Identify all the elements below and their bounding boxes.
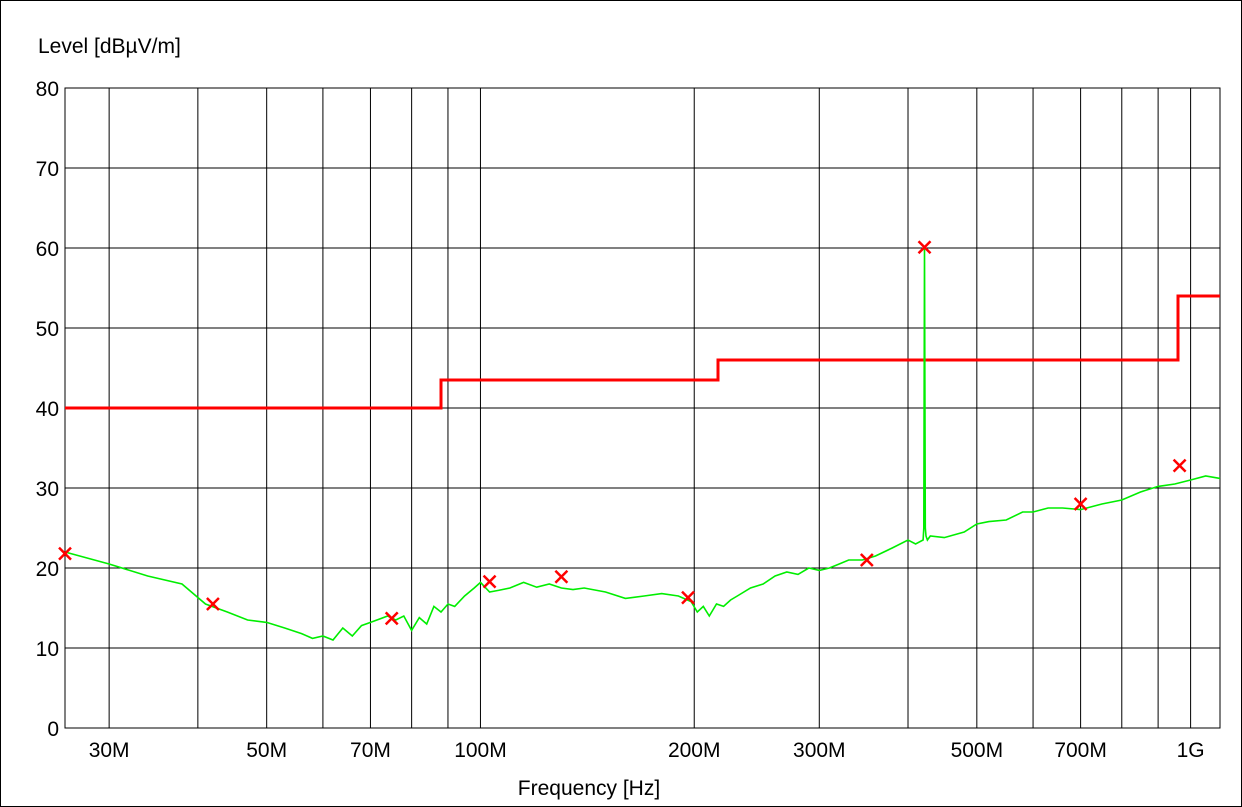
y-tick-label: 20 xyxy=(36,558,59,581)
marker-stroke xyxy=(1073,497,1088,511)
x-tick-label: 1G xyxy=(1177,739,1205,762)
y-tick-label: 40 xyxy=(36,398,59,421)
x-tick-label: 500M xyxy=(951,739,1004,762)
x-tick-labels: 30M 50M 70M 100M 200M 300M 500M 700M 1G xyxy=(89,739,1205,762)
peak-markers xyxy=(58,240,1187,626)
x-tick-label: 100M xyxy=(454,739,507,762)
x-tick-label: 700M xyxy=(1054,739,1107,762)
data-series xyxy=(64,247,1221,641)
marker-stroke xyxy=(206,597,220,611)
marker-stroke xyxy=(482,574,497,589)
marker-stroke xyxy=(58,546,72,561)
peak-marker xyxy=(1073,497,1088,511)
y-tick-label: 60 xyxy=(36,238,59,261)
peak-marker xyxy=(482,574,497,589)
marker-stroke xyxy=(554,569,569,584)
marker-stroke xyxy=(384,611,399,626)
y-tick-label: 30 xyxy=(36,478,59,501)
peak-marker xyxy=(859,553,874,567)
x-tick-label: 50M xyxy=(246,739,287,762)
peak-marker xyxy=(58,546,72,561)
y-tick-labels: 0 10 20 30 40 50 60 70 80 xyxy=(36,78,59,741)
x-axis-title: Frequency [Hz] xyxy=(518,777,660,800)
peak-marker xyxy=(1172,458,1187,473)
marker-stroke xyxy=(917,240,932,255)
y-tick-label: 10 xyxy=(36,638,59,661)
y-tick-label: 0 xyxy=(47,718,59,741)
x-tick-label: 30M xyxy=(89,739,130,762)
y-axis-title: Level [dBµV/m] xyxy=(38,35,181,58)
measurement-trace xyxy=(64,247,1221,641)
limit-line xyxy=(65,294,1220,410)
y-tick-label: 50 xyxy=(36,318,59,341)
grid-lines xyxy=(64,87,1221,729)
peak-marker xyxy=(554,569,569,584)
peak-marker xyxy=(384,611,399,626)
x-tick-label: 200M xyxy=(668,739,721,762)
y-tick-label: 70 xyxy=(36,158,59,181)
peak-marker xyxy=(917,240,932,255)
marker-stroke xyxy=(1172,458,1187,473)
x-tick-label: 300M xyxy=(793,739,846,762)
peak-marker xyxy=(681,590,695,605)
peak-marker xyxy=(206,597,220,611)
y-tick-label: 80 xyxy=(36,78,59,101)
marker-stroke xyxy=(859,553,874,567)
marker-stroke xyxy=(681,590,695,605)
x-tick-label: 70M xyxy=(350,739,391,762)
